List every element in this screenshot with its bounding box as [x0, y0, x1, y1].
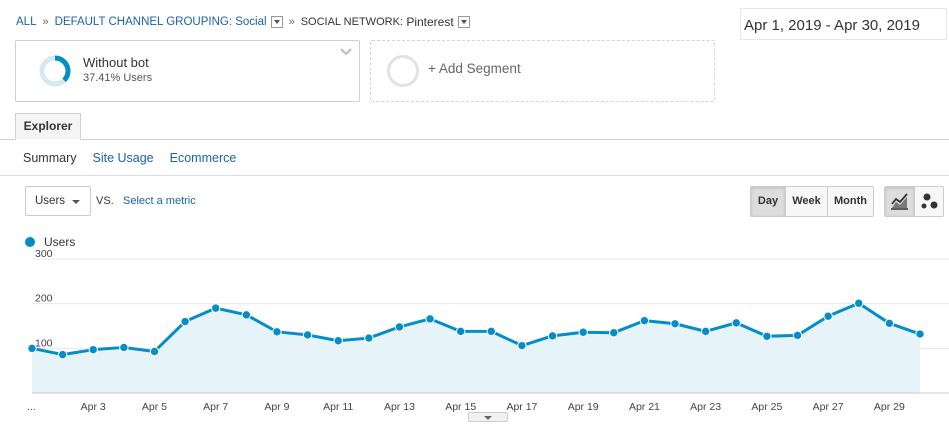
x-tick-label: Apr 13 — [384, 401, 415, 413]
data-point — [517, 340, 527, 351]
breadcrumb-separator: » — [42, 16, 49, 28]
breadcrumb-separator: » — [288, 16, 295, 28]
x-tick-label: Apr 23 — [690, 401, 721, 413]
x-tick-label: Apr 5 — [142, 401, 167, 413]
breadcrumb-network-value: Pinterest — [406, 15, 454, 29]
add-segment-button[interactable]: + Add Segment — [370, 40, 715, 102]
breadcrumb-grouping-link[interactable]: DEFAULT CHANNEL GROUPING: Social — [55, 16, 267, 28]
breadcrumb-grouping-label: DEFAULT CHANNEL GROUPING: — [54, 16, 233, 28]
x-tick-label: Apr 3 — [81, 401, 106, 413]
motion-chart-icon — [921, 193, 938, 209]
x-tick-label: Apr 9 — [264, 401, 289, 413]
breadcrumb-network-label: SOCIAL NETWORK: — [300, 16, 403, 28]
y-tick-label: 200 — [35, 293, 53, 305]
data-point — [180, 316, 190, 327]
data-point — [88, 344, 98, 355]
grouping-dropdown-icon[interactable] — [270, 16, 283, 28]
period-button-group: Day Week Month — [750, 186, 874, 217]
legend-label[interactable]: Users — [44, 235, 76, 249]
x-tick-label: Apr 19 — [568, 401, 599, 413]
segment-title: Without bot — [83, 55, 149, 70]
y-tick-label: 100 — [35, 337, 53, 349]
date-range-picker[interactable]: Apr 1, 2019 - Apr 30, 2019 — [740, 8, 947, 40]
breadcrumb-all-link[interactable]: ALL — [16, 16, 37, 28]
breadcrumb: ALL » DEFAULT CHANNEL GROUPING: Social »… — [16, 14, 470, 30]
line-chart-icon — [891, 193, 908, 210]
data-point — [394, 322, 405, 332]
subtab-site-usage[interactable]: Site Usage — [92, 151, 154, 165]
data-point — [670, 319, 680, 329]
data-point — [884, 318, 895, 329]
data-point — [486, 326, 497, 337]
data-point — [333, 336, 343, 346]
data-point — [700, 326, 711, 337]
motion-chart-button[interactable] — [914, 187, 943, 216]
data-point — [27, 343, 37, 354]
segment-card[interactable]: Without bot 37.41% Users — [15, 40, 360, 102]
data-point — [57, 349, 68, 360]
series-line-users — [31, 301, 921, 357]
x-tick-label: Apr 27 — [813, 401, 844, 413]
data-point — [609, 328, 619, 338]
y-tick-label: 300 — [35, 250, 53, 260]
x-tick-label: Apr 15 — [445, 401, 476, 413]
add-segment-ring-icon — [387, 55, 419, 87]
data-point — [272, 327, 282, 337]
chevron-down-icon[interactable] — [339, 47, 353, 57]
month-button[interactable]: Month — [827, 187, 873, 216]
vs-label: VS. — [96, 195, 114, 207]
legend-dot — [25, 237, 35, 247]
data-point — [455, 326, 466, 337]
subtabs: Summary Site Usage Ecommerce — [23, 151, 236, 165]
data-point — [823, 311, 833, 321]
week-button[interactable]: Week — [785, 187, 827, 216]
line-chart-button[interactable] — [885, 187, 914, 216]
subtab-ecommerce[interactable]: Ecommerce — [169, 151, 237, 165]
caret-down-icon — [72, 200, 80, 204]
data-point — [731, 318, 741, 328]
chart-resize-handle[interactable] — [468, 412, 508, 422]
x-tick-label: Apr 17 — [506, 401, 537, 413]
metric-dropdown[interactable]: Users — [25, 186, 91, 216]
data-point — [302, 330, 313, 340]
series-area — [32, 303, 920, 393]
segment-donut-icon — [39, 55, 71, 87]
segment-subtitle: 37.41% Users — [83, 72, 153, 84]
subtabs-divider — [0, 175, 949, 176]
x-tick-label: Apr 7 — [203, 401, 228, 413]
data-point — [364, 333, 374, 343]
x-tick-label: Apr 25 — [751, 401, 782, 413]
select-metric-link[interactable]: Select a metric — [123, 195, 196, 207]
users-line-chart: 100 200 300... Apr 3 Apr 5 Apr 7 Apr 9 Apr 11 Ap… — [27, 250, 949, 413]
data-point — [762, 331, 772, 341]
metric-dropdown-value: Users — [35, 195, 66, 207]
data-point — [578, 327, 588, 337]
data-point — [119, 342, 129, 353]
data-point — [241, 310, 252, 320]
data-point — [915, 329, 925, 339]
x-tick-label: ... — [27, 401, 36, 413]
x-tick-label: Apr 29 — [874, 401, 905, 413]
tabs-divider — [0, 139, 949, 140]
tab-explorer[interactable]: Explorer — [15, 113, 81, 140]
subtab-summary[interactable]: Summary — [23, 151, 77, 165]
chart-type-group — [884, 186, 944, 217]
add-segment-label: + Add Segment — [428, 61, 521, 76]
day-button[interactable]: Day — [751, 187, 785, 216]
data-point — [792, 330, 803, 341]
data-point — [854, 298, 864, 308]
breadcrumb-grouping-value: Social — [235, 16, 267, 28]
data-point — [547, 331, 558, 341]
data-point — [425, 314, 435, 324]
x-tick-label: Apr 21 — [629, 401, 660, 413]
data-point — [149, 346, 160, 357]
chart-legend: Users — [25, 235, 75, 249]
data-point — [211, 303, 221, 313]
data-point — [639, 315, 650, 326]
network-dropdown-icon[interactable] — [457, 16, 470, 28]
x-tick-label: Apr 11 — [323, 401, 353, 413]
